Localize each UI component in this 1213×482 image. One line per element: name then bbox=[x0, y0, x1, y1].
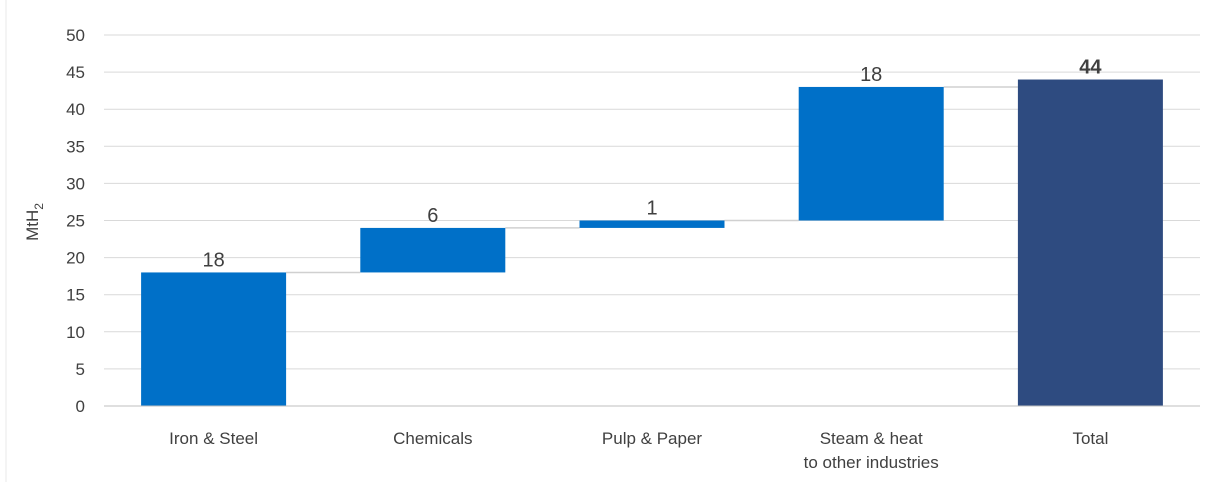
y-tick-label: 15 bbox=[66, 286, 85, 305]
y-axis-label: MtH2 bbox=[23, 203, 46, 241]
connector-lines bbox=[286, 86, 1018, 274]
y-tick-label: 0 bbox=[76, 397, 85, 416]
y-tick-label: 5 bbox=[76, 360, 85, 379]
x-category-label: Chemicals bbox=[393, 429, 472, 448]
y-tick-label: 35 bbox=[66, 137, 85, 156]
bar-4 bbox=[1017, 79, 1163, 407]
y-axis-ticks: 0 5 10 15 20 25 30 35 40 45 50 bbox=[66, 26, 85, 416]
y-tick-label: 25 bbox=[66, 212, 85, 231]
y-tick-label: 20 bbox=[66, 249, 85, 268]
bars bbox=[141, 79, 1163, 407]
x-category-label: Steam & heat bbox=[820, 429, 923, 448]
data-label: 1 bbox=[646, 198, 657, 220]
x-category-label: to other industries bbox=[804, 453, 939, 472]
bar-1 bbox=[360, 227, 506, 273]
x-category-label: Iron & Steel bbox=[169, 429, 258, 448]
data-label: 6 bbox=[427, 205, 438, 227]
data-label: 18 bbox=[202, 249, 224, 271]
bar-0 bbox=[141, 272, 287, 406]
y-tick-label: 30 bbox=[66, 174, 85, 193]
data-label: 44 bbox=[1079, 57, 1102, 79]
y-axis-label-text: MtH bbox=[23, 210, 42, 241]
bar-3 bbox=[798, 86, 944, 221]
y-tick-label: 40 bbox=[66, 100, 85, 119]
data-labels: 18 6 1 18 44 bbox=[202, 57, 1102, 272]
y-tick-label: 50 bbox=[66, 26, 85, 45]
x-category-label: Pulp & Paper bbox=[602, 429, 703, 448]
y-tick-label: 10 bbox=[66, 323, 85, 342]
x-axis-categories: Iron & Steel Chemicals Pulp & Paper Steam &… bbox=[169, 429, 1108, 472]
bar-2 bbox=[579, 220, 725, 228]
data-label: 18 bbox=[860, 64, 882, 86]
y-tick-label: 45 bbox=[66, 63, 85, 82]
x-category-label: Total bbox=[1072, 429, 1108, 448]
y-axis-label-subscript: 2 bbox=[32, 203, 46, 210]
